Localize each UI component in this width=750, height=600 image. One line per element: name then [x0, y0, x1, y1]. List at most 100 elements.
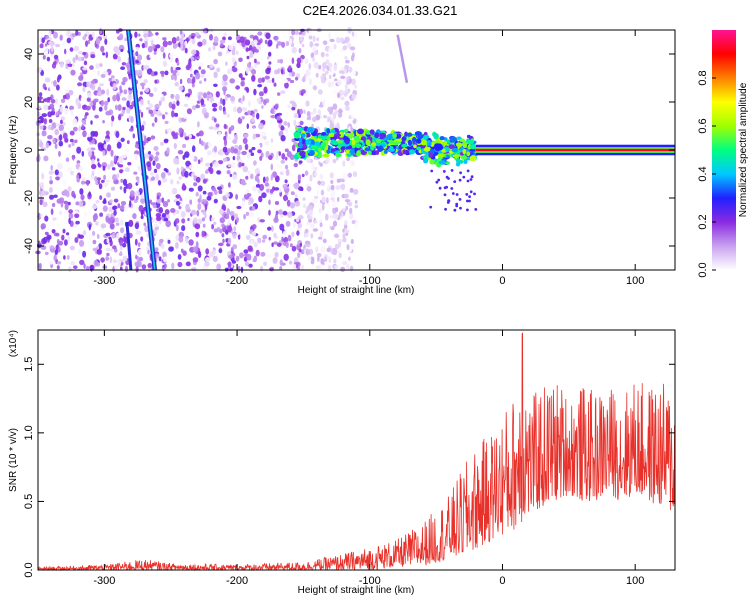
noise-blob	[229, 173, 233, 178]
noise-blob	[263, 157, 267, 161]
noise-blob	[83, 60, 88, 66]
noise-blob	[333, 258, 337, 264]
noise-blob	[217, 51, 223, 57]
noise-blob	[232, 244, 238, 250]
noise-blob	[165, 169, 169, 173]
noise-blob	[236, 231, 241, 236]
noise-blob	[39, 198, 43, 206]
noise-blob	[86, 147, 92, 152]
noise-blob	[262, 234, 268, 240]
noise-blob	[197, 41, 203, 47]
noise-blob	[119, 85, 122, 92]
noise-blob	[326, 247, 332, 253]
noise-blob	[234, 134, 238, 142]
noise-blob	[170, 208, 176, 213]
noise-blob	[107, 97, 110, 103]
noise-blob	[170, 179, 174, 185]
noise-blob	[104, 38, 108, 45]
noise-blob	[317, 180, 322, 186]
noise-blob	[86, 265, 90, 271]
noise-blob	[298, 47, 302, 54]
cluster-blob	[433, 133, 439, 140]
cluster-blob	[423, 134, 430, 140]
noise-blob	[327, 264, 332, 272]
noise-blob	[195, 192, 199, 197]
cluster-blob	[455, 142, 463, 147]
noise-blob	[312, 116, 317, 123]
noise-blob	[58, 140, 64, 147]
noise-blob	[211, 103, 218, 108]
noise-blob	[115, 105, 118, 111]
noise-blob	[280, 135, 286, 142]
noise-blob	[239, 36, 245, 44]
noise-blob	[300, 187, 304, 192]
noise-blob	[350, 55, 355, 62]
noise-blob	[135, 46, 140, 51]
noise-blob	[163, 139, 169, 144]
noise-blob	[141, 264, 147, 270]
noise-blob	[173, 142, 177, 150]
noise-blob	[144, 225, 149, 233]
noise-blob	[112, 83, 117, 91]
noise-blob	[53, 194, 58, 198]
noise-blob	[76, 160, 81, 164]
noise-blob	[119, 205, 125, 210]
noise-blob	[109, 223, 115, 230]
noise-blob	[154, 103, 160, 111]
noise-blob	[178, 176, 182, 180]
noise-blob	[226, 208, 230, 215]
noise-blob	[201, 230, 205, 238]
noise-blob	[282, 183, 288, 190]
spectrogram-features	[125, 29, 675, 271]
noise-blob	[159, 70, 165, 75]
noise-blob	[203, 28, 207, 34]
noise-blob	[139, 91, 143, 95]
noise-blob	[257, 237, 262, 244]
noise-blob	[140, 111, 144, 118]
noise-blob	[120, 66, 126, 70]
noise-blob	[298, 160, 303, 164]
noise-blob	[279, 259, 283, 266]
noise-blob	[272, 257, 278, 264]
noise-blob	[44, 86, 48, 91]
noise-blob	[344, 83, 348, 90]
snr-panel: -300 -200 -100 0 100 0.0 0.5 1.0 1.5 Height of …	[8, 329, 676, 596]
noise-blob	[213, 71, 218, 79]
noise-blob	[102, 205, 108, 212]
noise-blob	[196, 210, 200, 217]
noise-blob	[277, 67, 280, 75]
noise-blob	[243, 213, 247, 220]
noise-blob	[109, 133, 113, 137]
noise-blob	[232, 232, 237, 239]
noise-blob	[174, 112, 179, 117]
cluster-blob	[328, 132, 335, 138]
noise-blob	[202, 38, 207, 46]
noise-blob	[123, 89, 128, 95]
cluster-blob	[317, 147, 322, 151]
noise-blob	[96, 248, 103, 255]
noise-blob	[220, 97, 223, 104]
noise-blob	[261, 192, 267, 199]
noise-blob	[300, 264, 305, 271]
noise-blob	[335, 207, 339, 213]
cluster-blob	[299, 150, 306, 157]
noise-blob	[218, 131, 221, 137]
noise-blob	[105, 247, 111, 252]
noise-blob	[312, 198, 318, 204]
noise-blob	[322, 40, 328, 45]
noise-blob	[60, 98, 66, 104]
cluster-blob	[416, 146, 422, 151]
noise-blob	[223, 88, 226, 96]
noise-blob	[354, 204, 359, 209]
noise-blob	[113, 198, 119, 203]
noise-blob	[322, 62, 327, 69]
noise-blob	[250, 152, 255, 156]
noise-blob	[222, 238, 225, 244]
noise-blob	[297, 223, 303, 229]
noise-blob	[226, 170, 231, 175]
noise-blob	[83, 105, 86, 110]
noise-blob	[191, 35, 195, 39]
noise-blob	[171, 37, 177, 44]
noise-blob	[68, 144, 72, 148]
noise-blob	[306, 221, 311, 226]
